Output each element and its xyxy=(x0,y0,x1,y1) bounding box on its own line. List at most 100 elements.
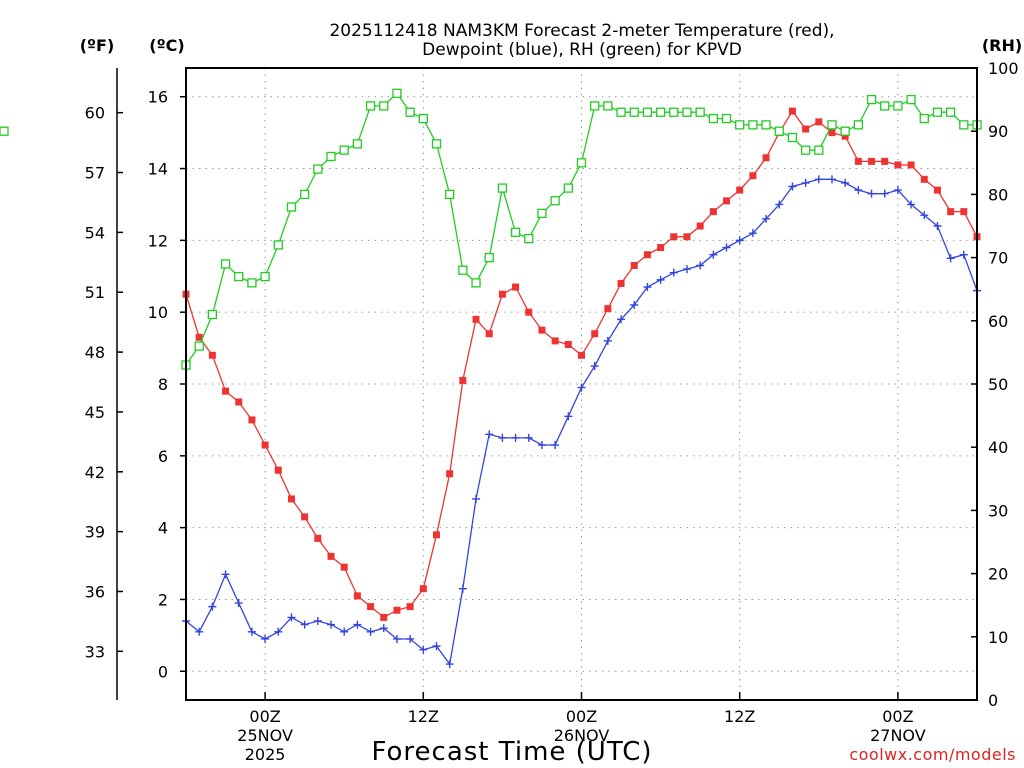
temperature-point xyxy=(920,175,928,183)
temperature-point xyxy=(248,416,256,424)
rh-point xyxy=(735,120,745,130)
fahrenheit-tick-label: 48 xyxy=(85,343,105,362)
dewpoint-point xyxy=(603,336,612,345)
temperature-point xyxy=(670,233,678,241)
dewpoint-point xyxy=(274,627,283,636)
rh-point xyxy=(642,107,653,117)
dewpoint-point xyxy=(379,624,388,633)
temperature-point xyxy=(749,172,757,180)
y-axis-celsius-label: (ºC) xyxy=(149,36,184,55)
dewpoint-point xyxy=(722,243,731,252)
rh-point xyxy=(431,139,442,149)
temperature-point xyxy=(222,387,230,395)
fahrenheit-tick-label: 33 xyxy=(85,642,105,661)
temperature-point xyxy=(907,161,915,169)
dewpoint-line xyxy=(185,178,978,666)
rh-point xyxy=(682,107,692,117)
rh-tick-label: 40 xyxy=(988,438,1008,457)
temperature-point xyxy=(485,330,493,338)
rh-point xyxy=(827,120,837,130)
rh-tick-label: 70 xyxy=(988,249,1008,268)
dewpoint-point xyxy=(340,627,349,636)
temperature-point xyxy=(525,308,533,316)
x-tick-label-year: 2025 xyxy=(245,745,286,764)
rh-point xyxy=(919,113,929,124)
dewpoint-point xyxy=(814,175,823,184)
x-tick-label-date: 25NOV xyxy=(237,726,293,745)
celsius-tick-label: 14 xyxy=(148,160,168,179)
dewpoint-point xyxy=(261,634,270,643)
x-axis-label: Forecast Time (UTC) xyxy=(371,737,652,767)
dewpoint-point xyxy=(313,617,322,625)
temperature-point xyxy=(894,161,902,169)
temperature-point xyxy=(195,333,203,341)
temperature-point xyxy=(604,305,612,313)
rh-line-group xyxy=(0,88,982,370)
series-layer xyxy=(0,88,982,669)
dewpoint-point xyxy=(458,584,467,593)
rh-point xyxy=(603,101,613,111)
temperature-point xyxy=(828,129,836,137)
rh-point xyxy=(379,101,389,111)
temperature-point xyxy=(432,531,440,539)
dewpoint-point xyxy=(590,362,599,371)
dewpoint-point xyxy=(208,602,217,611)
rh-point xyxy=(484,252,494,263)
rh-point xyxy=(708,113,718,124)
rh-point xyxy=(761,120,771,130)
dewpoint-point xyxy=(841,178,850,187)
rh-point xyxy=(669,107,679,117)
rh-tick-label: 50 xyxy=(988,375,1008,394)
rh-point xyxy=(299,189,310,200)
temperature-point xyxy=(617,279,625,287)
dewpoint-point xyxy=(327,620,336,629)
temperature-point xyxy=(538,326,546,334)
chart-title-line1: 2025112418 NAM3KM Forecast 2-meter Tempe… xyxy=(329,21,834,41)
x-tick-label-time: 12Z xyxy=(724,707,755,726)
rh-tick-label: 20 xyxy=(988,565,1008,584)
dewpoint-point xyxy=(709,250,718,259)
rh-tick-label: 80 xyxy=(988,185,1008,204)
temperature-point xyxy=(353,592,361,600)
dewpoint-point xyxy=(893,186,902,195)
dewpoint-point xyxy=(762,214,771,223)
temperature-point xyxy=(367,603,375,611)
temperature-point xyxy=(274,466,282,474)
rh-ticks: 0 10 20 30 40 50 60 70 80 90 100 xyxy=(971,59,1019,710)
dewpoint-point xyxy=(920,211,929,220)
celsius-tick-label: 4 xyxy=(158,519,168,538)
temperature-point xyxy=(802,125,810,133)
temperature-point xyxy=(380,613,388,621)
dewpoint-point xyxy=(485,430,494,439)
dewpoint-line-group xyxy=(182,175,981,669)
dewpoint-point xyxy=(643,283,652,292)
rh-point xyxy=(814,145,824,155)
temperature-point xyxy=(287,495,295,503)
temperature-point xyxy=(472,315,480,323)
rh-tick-label: 10 xyxy=(988,628,1008,647)
rh-point xyxy=(220,259,231,269)
dewpoint-point xyxy=(630,301,639,309)
celsius-tick-label: 12 xyxy=(148,231,168,250)
rh-point xyxy=(497,183,508,193)
temperature-point xyxy=(301,513,309,521)
temperature-point xyxy=(881,157,889,165)
fahrenheit-tick-label: 54 xyxy=(85,223,105,242)
rh-point xyxy=(260,271,270,282)
rh-point xyxy=(445,189,455,200)
rh-point xyxy=(629,107,639,117)
x-tick-label-time: 00Z xyxy=(249,707,280,726)
dewpoint-point xyxy=(287,613,296,622)
fahrenheit-ticks: 33 36 39 42 45 48 51 54 57 60 xyxy=(85,104,123,661)
temperature-point xyxy=(498,290,506,298)
rh-point xyxy=(405,107,415,117)
dewpoint-point xyxy=(788,182,797,191)
temperature-point xyxy=(327,552,335,560)
temperature-point xyxy=(723,197,731,205)
dewpoint-point xyxy=(617,315,626,324)
rh-point xyxy=(932,107,943,117)
dewpoint-point xyxy=(696,261,705,270)
credit-text: coolwx.com/models xyxy=(849,745,1016,764)
fahrenheit-tick-label: 51 xyxy=(85,283,105,302)
